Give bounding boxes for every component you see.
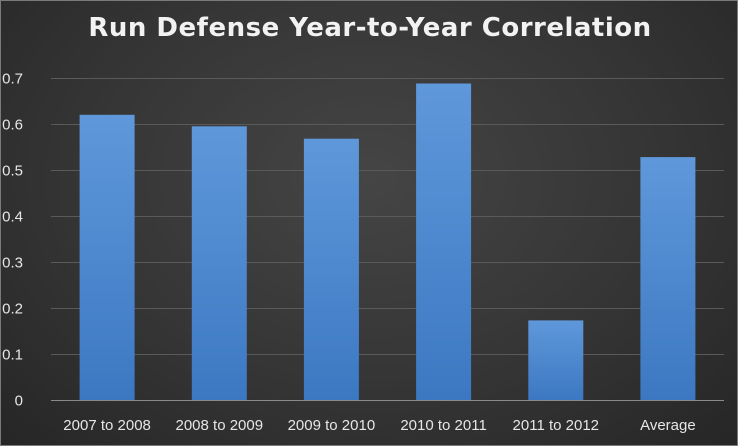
chart-title: Run Defense Year-to-Year Correlation — [88, 13, 652, 43]
y-tick-label: 0 — [15, 393, 23, 410]
y-tick-label: 0.1 — [2, 347, 23, 364]
y-axis-ticks: 0 0.1 0.2 0.3 0.4 0.5 0.6 0.7 — [2, 71, 23, 410]
bar — [79, 114, 135, 401]
bars — [79, 83, 696, 401]
x-category-label: Average — [640, 417, 696, 434]
bar — [640, 157, 696, 400]
y-tick-label: 0.4 — [2, 209, 23, 226]
bar — [191, 126, 247, 401]
y-tick-label: 0.3 — [2, 255, 23, 272]
x-category-label: 2009 to 2010 — [288, 417, 376, 434]
y-tick-label: 0.2 — [2, 301, 23, 318]
x-category-label: 2011 to 2012 — [513, 417, 599, 434]
gridlines — [51, 78, 724, 401]
y-tick-label: 0.6 — [2, 117, 23, 134]
x-category-label: 2008 to 2009 — [176, 417, 264, 434]
y-tick-label: 0.7 — [2, 71, 23, 88]
bar — [528, 320, 584, 400]
y-tick-label: 0.5 — [2, 163, 23, 180]
bar — [303, 138, 359, 400]
x-category-label: 2007 to 2008 — [63, 417, 151, 434]
x-category-label: 2010 to 2011 — [400, 417, 486, 434]
bar — [416, 83, 472, 400]
x-axis-labels: 2007 to 2008 2008 to 2009 2009 to 2010 2010… — [63, 417, 695, 434]
